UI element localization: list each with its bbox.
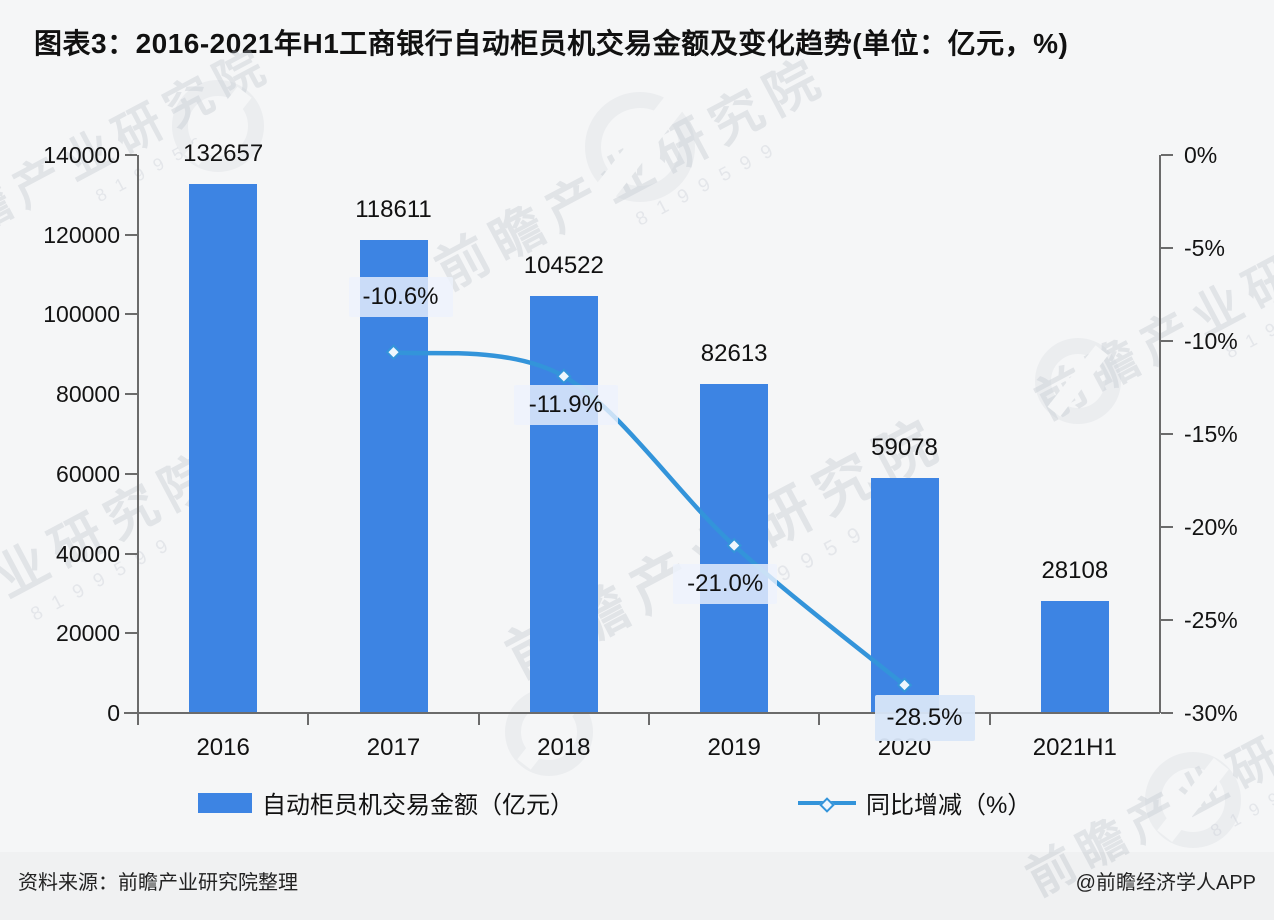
x-axis-label-2018: 2018 <box>537 734 591 761</box>
y-axis-left-tick-label: 40000 <box>56 540 120 567</box>
y-axis-right-tick-label: -30% <box>1184 700 1238 726</box>
watermark-sub-text: 8199599 <box>92 118 236 207</box>
y-axis-left-tick-label: 0 <box>107 700 120 726</box>
bar-value-label: 28108 <box>1041 556 1109 584</box>
y-axis-left-tick <box>125 313 137 316</box>
line-value-label: -10.6% <box>348 277 453 318</box>
x-axis-boundary-tick <box>307 713 310 725</box>
legend-label-bar: 自动柜员机交易金额（亿元） <box>262 792 574 819</box>
line-value-label: -21.0% <box>673 563 778 604</box>
x-axis-line <box>124 712 1160 714</box>
bar-2016 <box>189 184 258 713</box>
y-axis-right-tick-label: -20% <box>1184 514 1238 540</box>
bar-value-label: 132657 <box>183 140 264 168</box>
y-axis-right-tick <box>1161 619 1173 621</box>
line-value-label: -11.9% <box>513 385 618 426</box>
bar-2021H1 <box>1040 600 1109 713</box>
x-axis-boundary-tick <box>818 713 821 725</box>
y-axis-left-tick <box>125 233 137 236</box>
y-axis-left-tick <box>125 472 137 475</box>
bar-value-label: 118611 <box>355 196 432 224</box>
y-axis-left-tick-label: 80000 <box>56 381 120 408</box>
legend-item-bar-series: 自动柜员机交易金额（亿元） <box>198 785 574 820</box>
y-axis-left-tick-label: 60000 <box>56 460 120 487</box>
watermark-main-text: 前瞻产业研究院 <box>1027 187 1274 431</box>
y-axis-right-tick-label: -10% <box>1184 328 1238 354</box>
y-axis-right-tick-label: -25% <box>1184 607 1238 633</box>
x-axis-label-2021H1: 2021H1 <box>1032 734 1117 761</box>
y-axis-right-line <box>1159 155 1161 713</box>
x-axis-label-2017: 2017 <box>366 734 421 761</box>
bar-2018 <box>529 296 598 713</box>
y-axis-right-tick <box>1161 247 1173 249</box>
watermark-logo-icon <box>1145 752 1241 848</box>
y-axis-left-tick-label: 120000 <box>43 221 120 248</box>
y-axis-right-tick <box>1161 526 1173 528</box>
y-axis-left-line <box>137 155 139 725</box>
y-axis-left-tick-label: 20000 <box>56 620 120 647</box>
bar-value-label: 104522 <box>523 252 604 280</box>
x-axis-boundary-tick <box>648 713 650 725</box>
y-axis-right-tick <box>1161 433 1173 435</box>
y-axis-left-tick <box>125 154 137 156</box>
y-axis-right-tick-label: 0% <box>1184 142 1218 168</box>
x-axis-label-2019: 2019 <box>707 734 761 761</box>
credit-text: @前瞻经济学人APP <box>1075 872 1256 894</box>
y-axis-left-tick <box>125 552 137 555</box>
watermark-sub-text: 8199599 <box>1222 271 1274 363</box>
y-axis-left-tick <box>125 712 137 714</box>
bar-swatch-icon <box>198 792 252 813</box>
y-axis-right-tick <box>1161 154 1173 156</box>
trend-line <box>391 349 907 688</box>
y-axis-left-tick-label: 100000 <box>43 301 120 328</box>
legend-item-line-series: 同比增减（%） <box>798 785 1031 820</box>
watermark-sub-text: 8199599 <box>632 134 788 231</box>
y-axis-left-tick-label: 140000 <box>43 142 120 168</box>
y-axis-right-tick-label: -5% <box>1184 235 1225 261</box>
x-axis-label-2016: 2016 <box>196 734 250 761</box>
bar-2019 <box>700 383 769 713</box>
y-axis-left-tick <box>125 393 137 396</box>
x-axis-boundary-tick <box>477 713 480 725</box>
x-axis-boundary-tick <box>988 713 991 725</box>
line-diamond-icon <box>798 796 856 813</box>
chart-title: 图表3：2016-2021年H1工商银行自动柜员机交易金额及变化趋势(单位：亿元… <box>34 28 1069 59</box>
legend-label-line: 同比增减（%） <box>866 792 1032 819</box>
watermark-logo-icon <box>1035 338 1121 424</box>
bar-value-label: 82613 <box>700 339 768 367</box>
line-value-label: -28.5% <box>874 695 975 742</box>
bar-2020 <box>870 477 939 713</box>
watermark-logo-icon <box>585 92 695 202</box>
y-axis-right-tick-label: -15% <box>1184 421 1238 447</box>
y-axis-right-tick <box>1161 340 1173 342</box>
y-axis-right-tick <box>1161 712 1173 714</box>
source-text: 资料来源：前瞻产业研究院整理 <box>18 872 298 894</box>
bar-value-label: 59078 <box>871 433 938 461</box>
footer: 资料来源：前瞻产业研究院整理 @前瞻经济学人APP <box>0 852 1274 920</box>
y-axis-left-tick <box>125 632 137 635</box>
